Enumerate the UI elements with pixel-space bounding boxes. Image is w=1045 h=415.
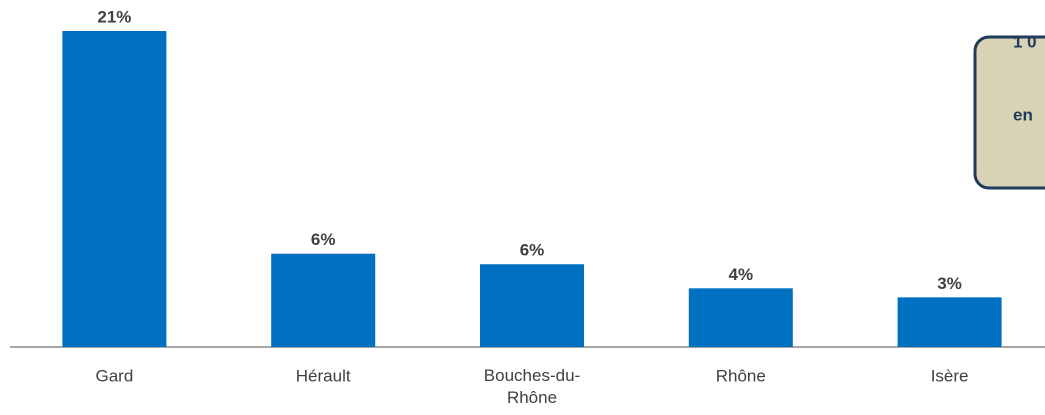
x-tick-label: Bouches-du-Rhône: [484, 366, 580, 407]
bar: [62, 31, 167, 347]
data-label: 3%: [937, 274, 962, 293]
annotation-line: en: [1013, 105, 1033, 124]
x-tick-label: Gard: [96, 366, 134, 385]
x-tick-label: Rhône: [716, 366, 766, 385]
x-tick-label: Isère: [931, 366, 969, 385]
data-label: 6%: [311, 230, 336, 249]
annotation-line: 1 0: [1013, 32, 1037, 51]
annotation-box: [973, 35, 1045, 190]
data-label: 6%: [520, 241, 545, 260]
bar: [271, 253, 376, 347]
bar: [480, 264, 584, 347]
data-label: 4%: [729, 265, 754, 284]
data-label: 21%: [97, 7, 131, 26]
bar: [688, 288, 793, 347]
x-tick-label: Hérault: [296, 366, 351, 385]
bar: [897, 297, 1002, 347]
